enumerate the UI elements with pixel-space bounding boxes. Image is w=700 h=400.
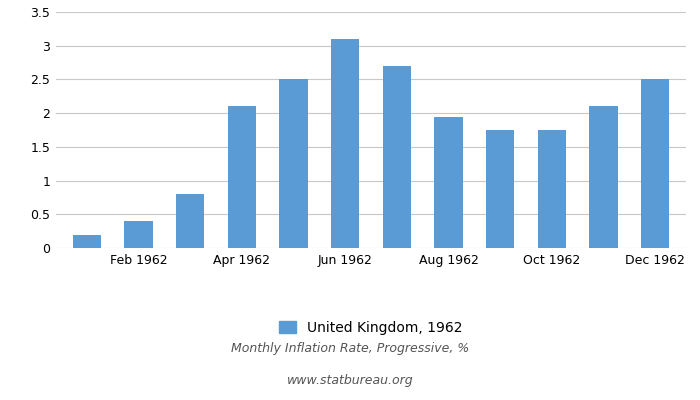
Bar (486, 130, 514, 248)
Bar (538, 130, 566, 248)
Bar (331, 39, 359, 248)
Text: www.statbureau.org: www.statbureau.org (287, 374, 413, 387)
Bar (73, 234, 102, 248)
Bar (640, 80, 669, 248)
Bar (279, 80, 308, 248)
Bar (228, 106, 256, 248)
Bar (176, 194, 204, 248)
Bar (125, 221, 153, 248)
Bar (589, 106, 617, 248)
Legend: United Kingdom, 1962: United Kingdom, 1962 (279, 321, 463, 335)
Bar (434, 116, 463, 248)
Bar (383, 66, 411, 248)
Text: Monthly Inflation Rate, Progressive, %: Monthly Inflation Rate, Progressive, % (231, 342, 469, 355)
